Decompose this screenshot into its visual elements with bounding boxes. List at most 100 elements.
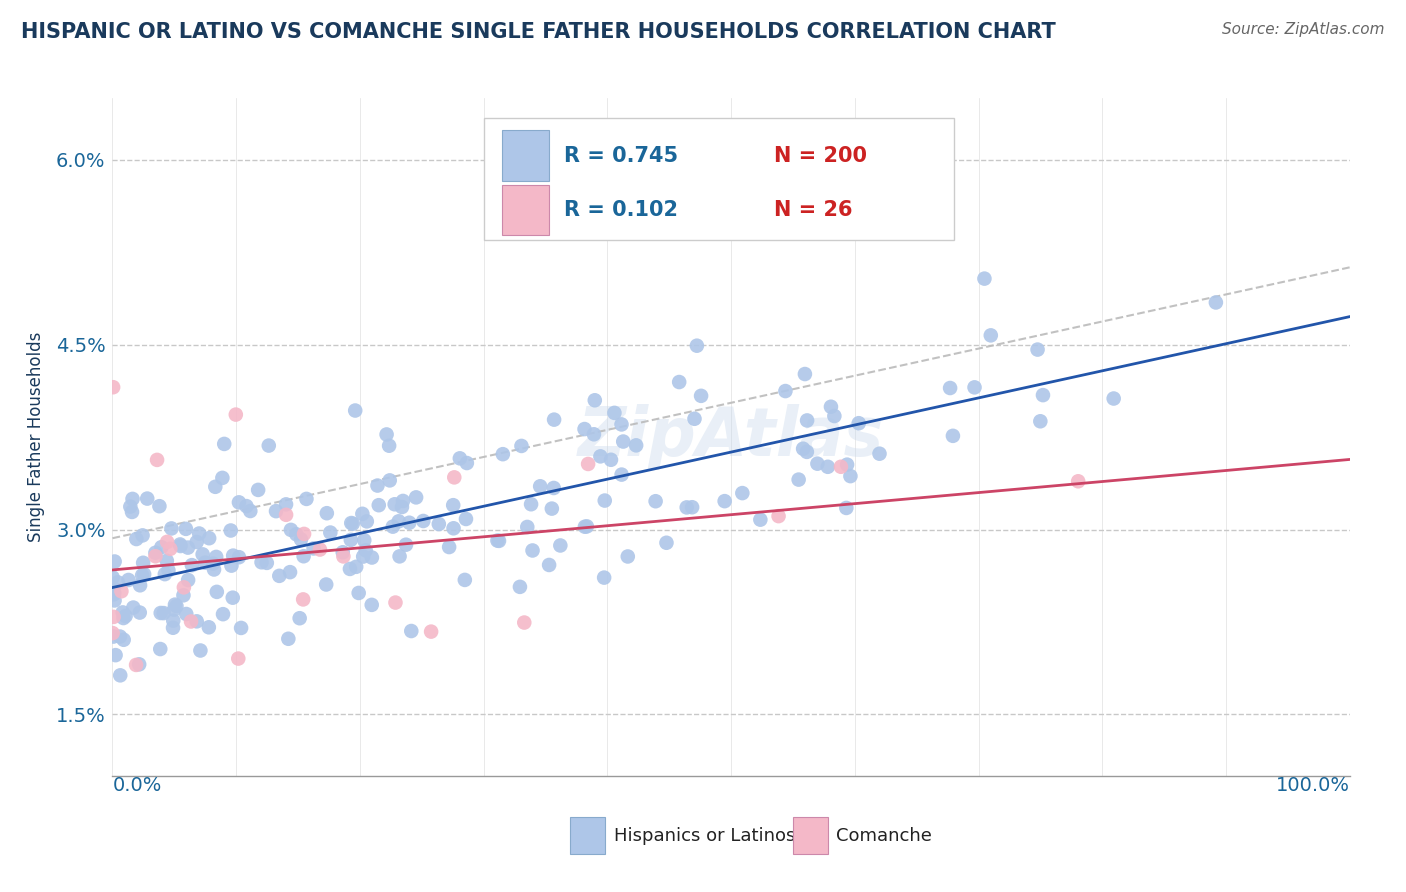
- Point: [101, 570, 124, 584]
- Point: [454, 512, 477, 526]
- Point: [574, 520, 596, 534]
- Point: [131, 568, 153, 582]
- Point: [793, 367, 815, 381]
- Point: [339, 562, 361, 576]
- Point: [278, 565, 301, 579]
- Point: [332, 545, 354, 559]
- Point: [221, 558, 243, 573]
- Point: [180, 558, 202, 573]
- Text: Hispanics or Latinos: Hispanics or Latinos: [613, 827, 794, 845]
- Point: [388, 549, 411, 564]
- Point: [575, 519, 598, 533]
- Point: [388, 514, 411, 528]
- Point: [456, 456, 478, 470]
- Point: [222, 591, 245, 605]
- Point: [228, 550, 250, 565]
- Point: [655, 535, 678, 549]
- Text: R = 0.102: R = 0.102: [564, 200, 678, 220]
- Point: [550, 539, 572, 553]
- Y-axis label: Single Father Households: Single Father Households: [27, 332, 45, 542]
- Point: [121, 505, 143, 519]
- Point: [683, 411, 706, 425]
- Point: [111, 606, 134, 620]
- Point: [131, 528, 153, 542]
- Point: [202, 562, 225, 576]
- Point: [125, 532, 148, 546]
- Point: [617, 549, 640, 564]
- Point: [166, 599, 188, 613]
- Point: [202, 557, 225, 571]
- Point: [392, 494, 415, 508]
- Point: [222, 549, 245, 563]
- Point: [120, 500, 142, 514]
- Point: [112, 632, 135, 647]
- Text: 100.0%: 100.0%: [1275, 776, 1350, 795]
- Point: [378, 439, 401, 453]
- Point: [443, 521, 465, 535]
- Point: [128, 606, 150, 620]
- Point: [110, 668, 132, 682]
- Point: [188, 526, 211, 541]
- Point: [823, 409, 845, 423]
- Point: [509, 580, 531, 594]
- Point: [103, 586, 125, 600]
- Point: [319, 525, 342, 540]
- Point: [543, 481, 565, 495]
- Bar: [502, 185, 550, 235]
- Point: [342, 516, 364, 531]
- Point: [644, 494, 666, 508]
- Point: [180, 615, 202, 629]
- Point: [148, 499, 170, 513]
- Point: [103, 593, 125, 607]
- Point: [212, 437, 235, 451]
- Point: [384, 596, 406, 610]
- Point: [198, 531, 221, 545]
- Point: [153, 567, 176, 582]
- Point: [1067, 475, 1090, 489]
- Point: [973, 271, 995, 285]
- Point: [149, 642, 172, 657]
- Point: [768, 509, 790, 524]
- Point: [226, 651, 249, 665]
- Point: [624, 438, 647, 452]
- Point: [104, 648, 127, 662]
- Point: [354, 543, 377, 558]
- Point: [681, 500, 703, 515]
- Text: 0.0%: 0.0%: [112, 776, 162, 795]
- Point: [235, 499, 257, 513]
- Point: [366, 478, 388, 492]
- Point: [174, 607, 197, 621]
- Point: [186, 615, 208, 629]
- Point: [332, 549, 354, 564]
- Point: [360, 598, 382, 612]
- Point: [367, 498, 389, 512]
- Point: [522, 543, 544, 558]
- Point: [686, 339, 709, 353]
- Point: [353, 533, 375, 548]
- Point: [169, 539, 191, 553]
- Point: [173, 580, 195, 594]
- Point: [315, 506, 337, 520]
- Point: [1102, 392, 1125, 406]
- Point: [290, 533, 312, 547]
- Point: [146, 453, 169, 467]
- Point: [162, 621, 184, 635]
- Point: [288, 611, 311, 625]
- Point: [820, 400, 842, 414]
- Point: [122, 600, 145, 615]
- Point: [274, 508, 297, 522]
- Point: [204, 480, 226, 494]
- Point: [427, 516, 450, 531]
- Point: [285, 527, 308, 541]
- Point: [792, 442, 814, 456]
- FancyBboxPatch shape: [484, 119, 953, 241]
- Point: [190, 643, 212, 657]
- Point: [103, 610, 125, 624]
- Point: [269, 569, 291, 583]
- Point: [250, 555, 273, 569]
- Point: [775, 384, 797, 398]
- Point: [603, 406, 626, 420]
- Point: [145, 549, 167, 564]
- Point: [835, 458, 858, 472]
- Point: [134, 567, 156, 582]
